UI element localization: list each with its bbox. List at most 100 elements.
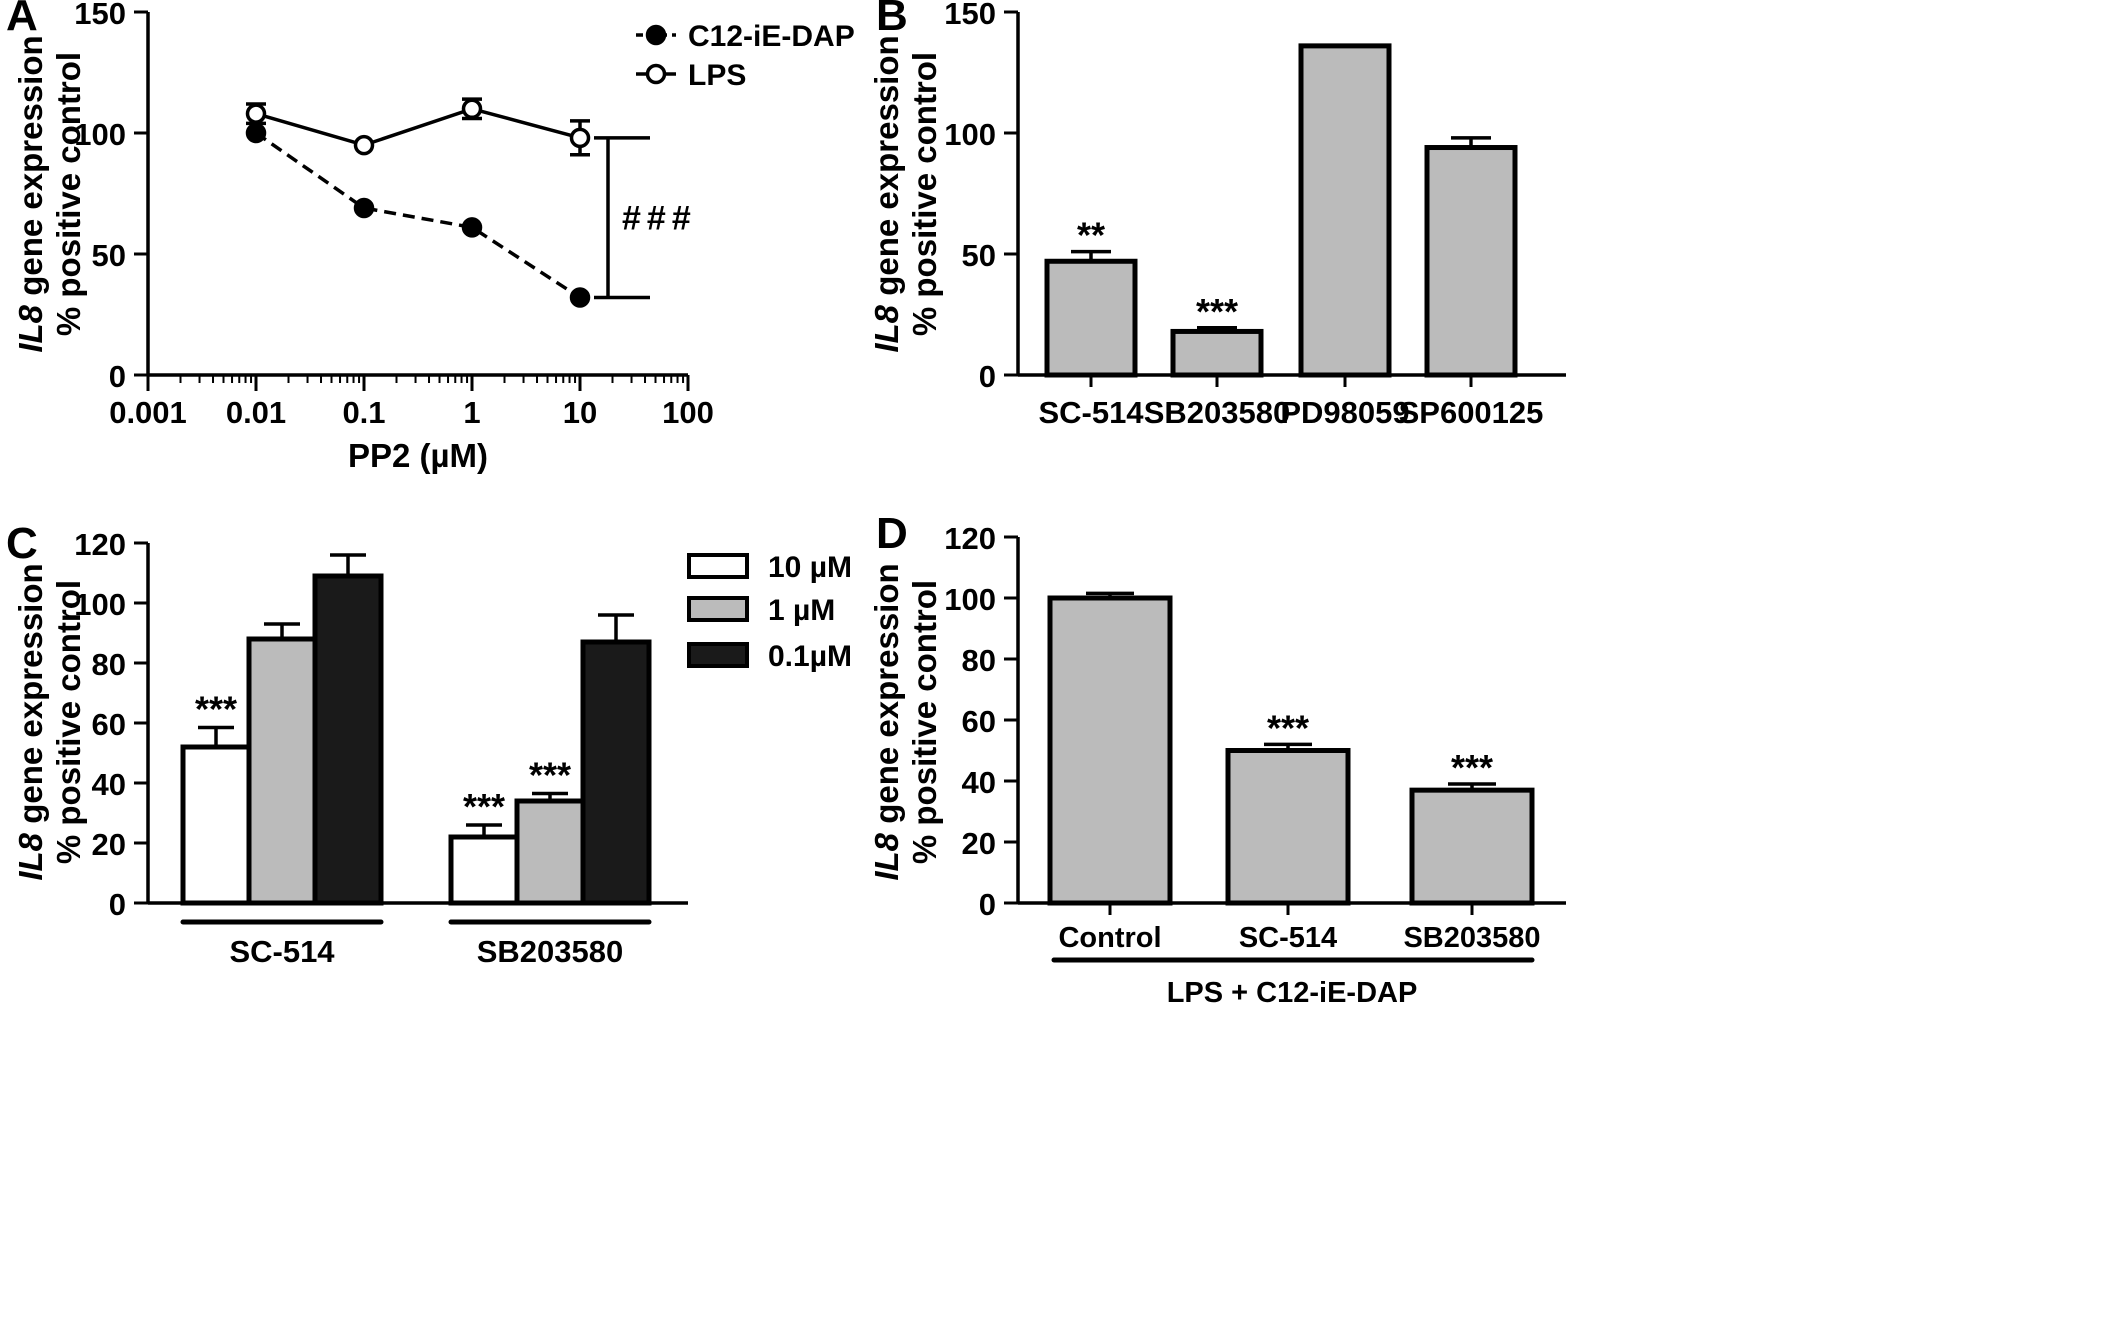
y-tick-label: 100: [74, 117, 126, 152]
y-tick-label: 50: [962, 238, 996, 273]
group-label: SC-514: [229, 934, 335, 969]
y-axis-label-rest: gene expression: [12, 563, 49, 833]
y-tick-label: 100: [74, 587, 126, 622]
legend-swatch: [687, 642, 749, 668]
significance-stars: ***: [1267, 707, 1309, 748]
panel-label-C: C: [6, 519, 38, 568]
data-point-1: [569, 127, 591, 149]
y-tick-label: 0: [979, 887, 996, 922]
y-axis-label-gene: IL8: [12, 304, 49, 352]
data-point-0: [461, 217, 483, 238]
x-axis-label: PP2 (µM): [348, 437, 488, 474]
bar-sb203580: [1409, 787, 1535, 906]
x-tick-label: 0.01: [226, 395, 286, 430]
significance-stars: ***: [195, 689, 237, 730]
y-tick-label: 150: [74, 0, 126, 31]
data-point-1: [245, 103, 267, 124]
y-tick-label: 40: [92, 767, 126, 802]
legend-swatch: [687, 553, 749, 579]
y-tick-label: 20: [962, 826, 996, 861]
y-axis-label: IL8 gene expression: [12, 563, 49, 880]
x-tick-label: SP600125: [1399, 395, 1544, 430]
x-tick-label: SB203580: [1403, 922, 1540, 954]
bar-sb203580: [1170, 328, 1264, 378]
data-point-1: [461, 98, 483, 120]
significance-hash: ###: [622, 200, 697, 238]
bar-control: [1047, 595, 1173, 906]
y-axis-label-line2: % positive control: [906, 580, 943, 864]
bar-sp600125: [1424, 145, 1518, 378]
significance-stars: ***: [463, 786, 505, 827]
x-tick-label: 0.001: [109, 395, 187, 430]
y-axis-label-rest: gene expression: [868, 563, 905, 833]
bar-sc-514-2: [312, 573, 384, 906]
y-tick-label: 100: [944, 117, 996, 152]
y-axis-label: IL8 gene expression: [868, 35, 905, 352]
y-axis-label-gene: IL8: [12, 832, 49, 880]
legend-label: 0.1µM: [768, 640, 852, 673]
significance-stars: ***: [529, 755, 571, 796]
y-tick-label: 0: [109, 887, 126, 922]
y-tick-label: 100: [944, 582, 996, 617]
y-axis-label-line2: % positive control: [50, 580, 87, 864]
y-axis-label-gene: IL8: [868, 304, 905, 352]
legend-label: C12-iE-DAP: [688, 20, 855, 53]
y-axis-label: IL8 gene expression: [12, 35, 49, 352]
y-tick-label: 50: [92, 238, 126, 273]
y-axis-label: IL8 gene expression: [868, 563, 905, 880]
significance-stars: ***: [1196, 291, 1238, 332]
bar-sc-514-0: [180, 744, 252, 906]
data-point-0: [353, 197, 375, 219]
data-point-0: [569, 287, 591, 308]
bar-pd98059: [1298, 43, 1392, 378]
x-tick-label: PD98059: [1280, 395, 1409, 430]
bar-sc-514-1: [246, 636, 318, 906]
y-tick-label: 120: [74, 527, 126, 562]
x-tick-label: 0.1: [342, 395, 385, 430]
x-tick-label: 10: [563, 395, 597, 430]
x-tick-label: SC-514: [1038, 395, 1144, 430]
group-label: SB203580: [477, 934, 624, 969]
significance-stars: ***: [1451, 747, 1493, 788]
legend-label: 1 µM: [768, 594, 835, 627]
legend-marker: [645, 24, 667, 46]
y-axis-label-gene: IL8: [868, 832, 905, 880]
legend-marker: [645, 63, 667, 85]
panel-label-D: D: [876, 509, 908, 558]
legend-label: 10 µM: [768, 551, 852, 584]
data-point-1: [353, 134, 375, 156]
y-tick-label: 80: [92, 647, 126, 682]
x-tick-label: 1: [463, 395, 480, 430]
series-line-0: [255, 131, 581, 300]
x-tick-label: SB203580: [1144, 395, 1291, 430]
y-tick-label: 60: [92, 707, 126, 742]
bar-sb203580-2: [580, 639, 652, 906]
y-tick-label: 20: [92, 827, 126, 862]
group-label: LPS + C12-iE-DAP: [1167, 977, 1418, 1009]
y-axis-label-line2: % positive control: [50, 52, 87, 336]
data-point-0: [245, 122, 267, 144]
bar-sc-514: [1225, 748, 1351, 906]
series-line-1: [255, 106, 581, 147]
y-tick-label: 80: [962, 643, 996, 678]
y-tick-label: 40: [962, 765, 996, 800]
bar-sb203580-0: [448, 834, 520, 906]
panel-label-A: A: [6, 0, 38, 40]
y-tick-label: 150: [944, 0, 996, 31]
y-tick-label: 0: [109, 359, 126, 394]
x-tick-label: Control: [1058, 922, 1161, 954]
x-tick-label: SC-514: [1239, 922, 1337, 954]
y-axis-label-rest: gene expression: [12, 35, 49, 305]
legend-label: LPS: [688, 59, 746, 92]
y-tick-label: 60: [962, 704, 996, 739]
y-axis-label-line2: % positive control: [906, 52, 943, 336]
bar-sb203580-1: [514, 798, 586, 906]
y-tick-label: 120: [944, 521, 996, 556]
panel-label-B: B: [876, 0, 908, 40]
x-tick-label: 100: [662, 395, 714, 430]
legend-swatch: [687, 596, 749, 622]
bar-sc-514: [1044, 258, 1138, 378]
y-tick-label: 0: [979, 359, 996, 394]
significance-stars: **: [1077, 215, 1105, 256]
